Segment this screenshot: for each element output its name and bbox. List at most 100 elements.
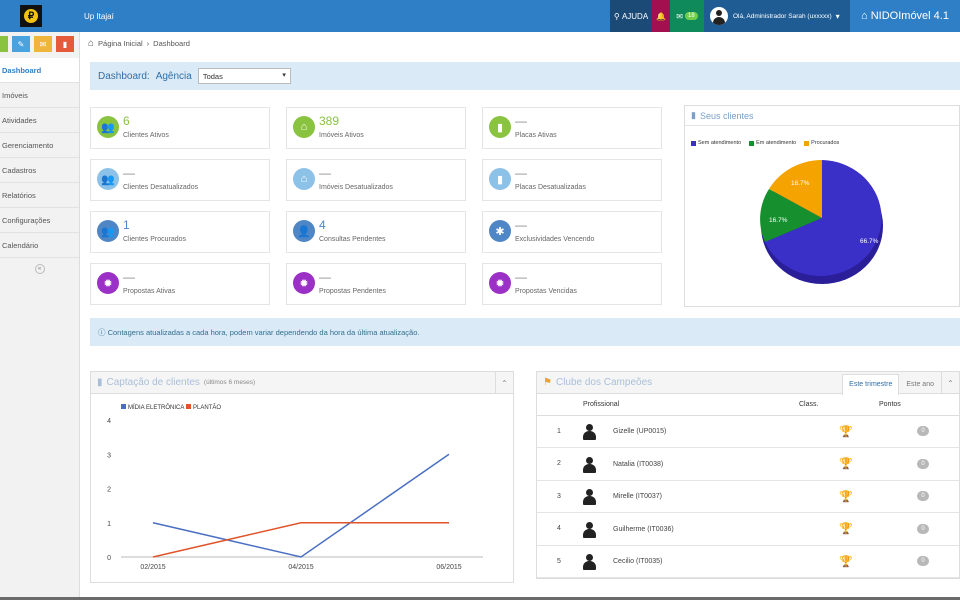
user-menu[interactable]: Olá, Administrador Sarah (uxxxxx) ▾ bbox=[704, 0, 850, 32]
page-title: Dashboard: bbox=[98, 70, 150, 82]
stat-icon: 👤 bbox=[293, 220, 315, 242]
y-tick-label: 0 bbox=[107, 555, 111, 562]
collapse-panel-button[interactable]: ⌃ bbox=[941, 372, 959, 394]
stat-icon: ✹ bbox=[293, 272, 315, 294]
envelope-icon: ✉ bbox=[676, 11, 683, 21]
envelope-icon[interactable]: ✉ bbox=[34, 36, 52, 52]
points-badge: 0 bbox=[917, 458, 929, 469]
sidebar-item-dashboard[interactable]: Dashboard bbox=[0, 58, 79, 83]
tab-este-trimestre[interactable]: Este trimestre bbox=[842, 374, 900, 395]
sidebar-item-relatorios[interactable]: Relatórios bbox=[0, 183, 79, 208]
points-badge: 0 bbox=[917, 523, 929, 534]
stat-card-clientes-procurados[interactable]: 👥 1 Clientes Procurados bbox=[90, 211, 270, 253]
stat-label: Consultas Pendentes bbox=[319, 236, 386, 243]
stat-icon: 👥 bbox=[97, 168, 119, 190]
captacao-panel: ▮ Captação de clientes (últimos 6 meses) ⌃ … bbox=[90, 371, 514, 583]
trash-icon[interactable]: ▮ bbox=[56, 36, 74, 52]
stat-card-imoveis-ativos[interactable]: ⌂ 389 Imóveis Ativos bbox=[286, 107, 466, 149]
stat-label: Imóveis Desatualizados bbox=[319, 184, 393, 191]
pie-slice-em-atendimento[interactable] bbox=[760, 189, 822, 242]
top-navbar: ₽ Up Itajaí ⚲ AJUDA 🔔 ✉ 18 Olá, Administr… bbox=[0, 0, 960, 32]
pie-slice-sem-atendimento[interactable] bbox=[765, 160, 882, 276]
flag-icon: ⚑ bbox=[543, 377, 552, 388]
stat-value: 4 bbox=[319, 218, 326, 232]
messages-button[interactable]: ✉ 18 bbox=[670, 0, 704, 32]
stat-card-propostas-ativas[interactable]: ✹ — Propostas Ativas bbox=[90, 263, 270, 305]
sidebar-item-atividades[interactable]: Atividades bbox=[0, 108, 79, 133]
sidebar-item-gerenciamento[interactable]: Gerenciamento bbox=[0, 133, 79, 158]
table-row: 2 Natalia (IT0038) 🏆 0 bbox=[537, 447, 959, 481]
stat-value: — bbox=[123, 166, 135, 180]
logo-mark: ₽ bbox=[24, 9, 38, 23]
breadcrumb-current: Dashboard bbox=[153, 39, 190, 48]
legend-label: PLANTÃO bbox=[193, 404, 221, 411]
sidebar: ✎ ✉ ▮ Dashboard Imóveis Atividades Geren… bbox=[0, 32, 80, 600]
pie-slice-procurados[interactable] bbox=[769, 159, 822, 218]
stat-label: Imóveis Ativos bbox=[319, 132, 364, 139]
stat-icon: ▮ bbox=[489, 168, 511, 190]
pie-label-em-atendimento: 16.7% bbox=[769, 217, 788, 224]
professional-name[interactable]: Natalia (IT0038) bbox=[613, 460, 664, 468]
y-tick-label: 1 bbox=[107, 521, 111, 528]
stat-label: Clientes Ativos bbox=[123, 132, 169, 139]
sidebar-item-calendario[interactable]: Calendário bbox=[0, 233, 79, 258]
messages-badge: 18 bbox=[685, 12, 698, 20]
points-badge: 0 bbox=[917, 491, 929, 502]
collapse-panel-button[interactable]: ⌃ bbox=[495, 372, 513, 394]
professional-name[interactable]: Cecilio (IT0035) bbox=[613, 558, 663, 566]
stat-value: — bbox=[319, 270, 331, 284]
professional-name[interactable]: Gizelle (UP0015) bbox=[613, 428, 667, 436]
help-button[interactable]: ⚲ AJUDA bbox=[610, 0, 652, 32]
edit-icon[interactable]: ✎ bbox=[12, 36, 30, 52]
stat-value: — bbox=[515, 270, 527, 284]
stat-card-propostas-vencidas[interactable]: ✹ — Propostas Vencidas bbox=[482, 263, 662, 305]
rank-position: 2 bbox=[537, 447, 583, 481]
y-tick-label: 3 bbox=[107, 452, 111, 459]
avatar bbox=[710, 7, 728, 25]
user-icon bbox=[583, 554, 596, 571]
brand-label: ⌂ NIDOImóvel 4.1 bbox=[850, 0, 960, 32]
y-tick-label: 4 bbox=[107, 418, 111, 425]
professional-name[interactable]: Mirelle (IT0037) bbox=[613, 493, 663, 501]
captacao-title: Captação de clientes bbox=[106, 377, 200, 388]
stat-card-consultas-pendentes[interactable]: 👤 4 Consultas Pendentes bbox=[286, 211, 466, 253]
pie-label-procurados: 16.7% bbox=[791, 180, 810, 187]
agency-select[interactable]: Todas bbox=[197, 68, 291, 84]
stat-value: 1 bbox=[123, 218, 130, 232]
legend-item-em-atendimento: Em atendimento bbox=[749, 140, 796, 146]
breadcrumb-home[interactable]: Página Inicial bbox=[98, 39, 143, 48]
x-tick-label: 02/2015 bbox=[140, 564, 165, 571]
stat-value: — bbox=[123, 270, 135, 284]
sidebar-item-cadastros[interactable]: Cadastros bbox=[0, 158, 79, 183]
legend-item-sem-atendimento: Sem atendimento bbox=[691, 140, 741, 146]
trophy-icon: 🏆 bbox=[839, 523, 853, 536]
stat-label: Propostas Ativas bbox=[123, 288, 176, 295]
stat-card-exclusividades-vencendo[interactable]: ✱ — Exclusividades Vencendo bbox=[482, 211, 662, 253]
tab-este-ano[interactable]: Este ano bbox=[906, 381, 934, 388]
stat-card-clientes-desatualizados[interactable]: 👥 — Clientes Desatualizados bbox=[90, 159, 270, 201]
sidebar-item-configuracoes[interactable]: Configurações bbox=[0, 208, 79, 233]
professional-name[interactable]: Guilherme (IT0036) bbox=[613, 525, 674, 533]
stat-icon: ✹ bbox=[489, 272, 511, 294]
stat-card-placas-desatualizadas[interactable]: ▮ — Placas Desatualizadas bbox=[482, 159, 662, 201]
stat-card-imoveis-desatualizados[interactable]: ⌂ — Imóveis Desatualizados bbox=[286, 159, 466, 201]
dashboard-header: Dashboard: Agência Todas bbox=[90, 62, 960, 90]
bar-chart-icon: ▮ bbox=[97, 377, 103, 388]
collapse-sidebar-icon[interactable]: « bbox=[34, 264, 45, 274]
stat-card-placas-ativas[interactable]: ▮ — Placas Ativas bbox=[482, 107, 662, 149]
shortcut-green-button[interactable] bbox=[0, 36, 8, 52]
stat-label: Placas Desatualizadas bbox=[515, 184, 586, 191]
sidebar-item-imoveis[interactable]: Imóveis bbox=[0, 83, 79, 108]
map-pin-icon: ⚲ bbox=[613, 11, 622, 21]
clients-pie-panel: ▮ Seus clientes Sem atendimento Em atendi… bbox=[684, 105, 960, 307]
app-logo[interactable]: ₽ bbox=[20, 5, 42, 27]
x-tick-label: 04/2015 bbox=[288, 564, 313, 571]
stat-label: Clientes Desatualizados bbox=[123, 184, 199, 191]
notifications-button[interactable]: 🔔 bbox=[652, 0, 670, 32]
stat-card-clientes-ativos[interactable]: 👥 6 Clientes Ativos bbox=[90, 107, 270, 149]
table-row: 1 Gizelle (UP0015) 🏆 0 bbox=[537, 415, 959, 448]
pie-chart: 66.7% 16.7% 16.7% bbox=[760, 159, 883, 284]
stat-card-propostas-pendentes[interactable]: ✹ — Propostas Pendentes bbox=[286, 263, 466, 305]
legend-swatch bbox=[186, 404, 191, 409]
captacao-subtitle: (últimos 6 meses) bbox=[203, 379, 256, 386]
